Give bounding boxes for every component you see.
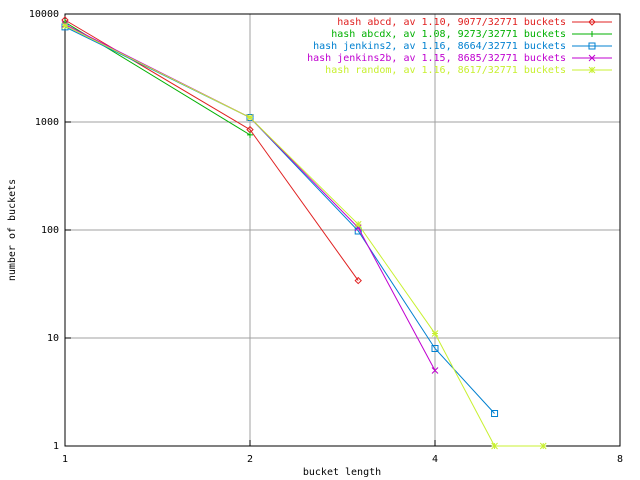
marker bbox=[588, 42, 596, 50]
series-line bbox=[64, 25, 544, 447]
y-tick-label: 1 bbox=[53, 441, 59, 452]
marker bbox=[354, 276, 362, 285]
marker bbox=[588, 54, 596, 62]
marker bbox=[588, 66, 596, 74]
marker bbox=[61, 22, 69, 30]
marker bbox=[539, 442, 547, 450]
legend-label: hash random, av 1.16, 8617/32771 buckets bbox=[325, 65, 566, 76]
legend-label: hash jenkins2, av 1.16, 8664/32771 bucke… bbox=[313, 41, 566, 52]
marker bbox=[491, 442, 498, 450]
marker bbox=[247, 131, 253, 138]
series-line bbox=[64, 24, 436, 371]
x-tick-label: 8 bbox=[617, 454, 623, 465]
marker bbox=[588, 18, 596, 26]
y-tick-label: 10 bbox=[47, 333, 59, 344]
y-tick-label: 10000 bbox=[29, 9, 59, 20]
x-tick-label: 4 bbox=[432, 454, 438, 465]
marker bbox=[491, 409, 499, 417]
y-tick-label: 100 bbox=[41, 225, 59, 236]
legend-label: hash jenkins2b, av 1.15, 8685/32771 buck… bbox=[307, 53, 566, 64]
legend-label: hash abcd, av 1.10, 9077/32771 buckets bbox=[337, 17, 566, 28]
legend-label: hash abcdx, av 1.08, 9273/32771 buckets bbox=[331, 29, 566, 40]
y-axis-label: number of buckets bbox=[7, 179, 18, 281]
marker bbox=[354, 220, 362, 228]
plot-frame bbox=[64, 13, 621, 447]
marker bbox=[246, 114, 254, 121]
x-axis-label: bucket length bbox=[303, 467, 381, 478]
marker bbox=[589, 31, 595, 37]
marker bbox=[431, 367, 439, 374]
x-tick-label: 2 bbox=[247, 454, 253, 465]
marker bbox=[431, 344, 439, 352]
marker bbox=[431, 330, 439, 337]
x-tick-label: 1 bbox=[62, 454, 68, 465]
y-tick-label: 1000 bbox=[35, 117, 59, 128]
